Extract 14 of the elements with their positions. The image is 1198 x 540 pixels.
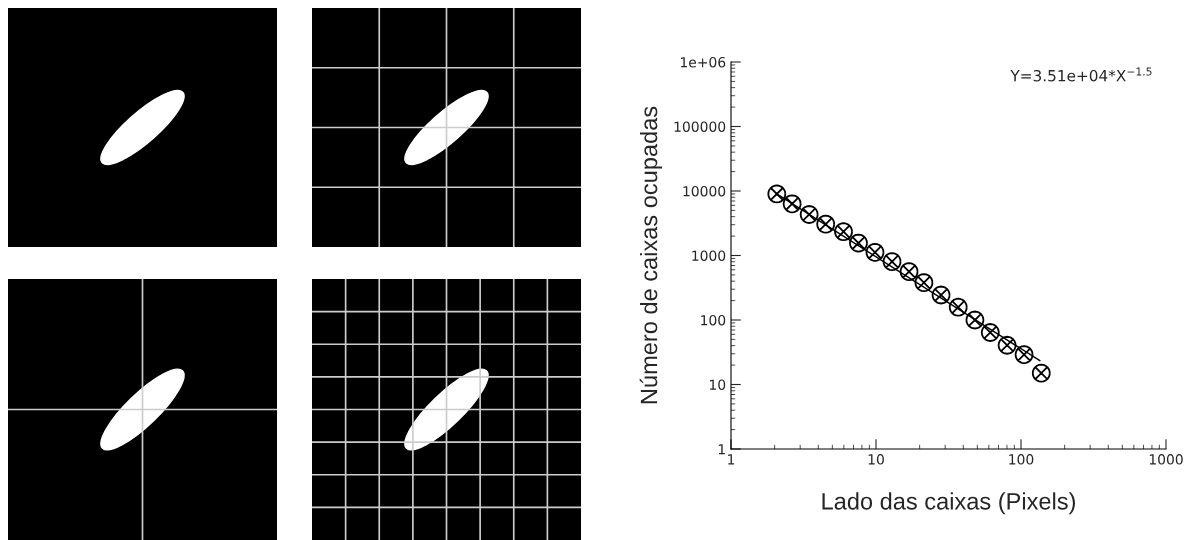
x-tick-label: 100 <box>1009 454 1034 465</box>
x-tick-label: 10 <box>868 454 884 465</box>
x-tick-label: 1000 <box>1149 454 1183 465</box>
x-axis-title: Lado das caixas (Pixels) <box>822 492 1075 515</box>
y-tick-label: 1000 <box>692 250 726 261</box>
y-axis-title: Número de caixas ocupadas <box>639 106 663 404</box>
y-tick-label: 1e+06 <box>680 56 726 68</box>
y-tick-label: 1 <box>718 444 725 455</box>
y-tick-label: 100 <box>701 314 726 326</box>
y-tick-label: 100000 <box>674 121 726 132</box>
y-tick-label: 10000 <box>683 185 726 197</box>
x-tick-label: 1 <box>728 454 735 465</box>
annotation: Y=3.51e+04*X$^{−1.5}$ <box>1010 67 1152 82</box>
y-tick-label: 10 <box>709 379 726 390</box>
